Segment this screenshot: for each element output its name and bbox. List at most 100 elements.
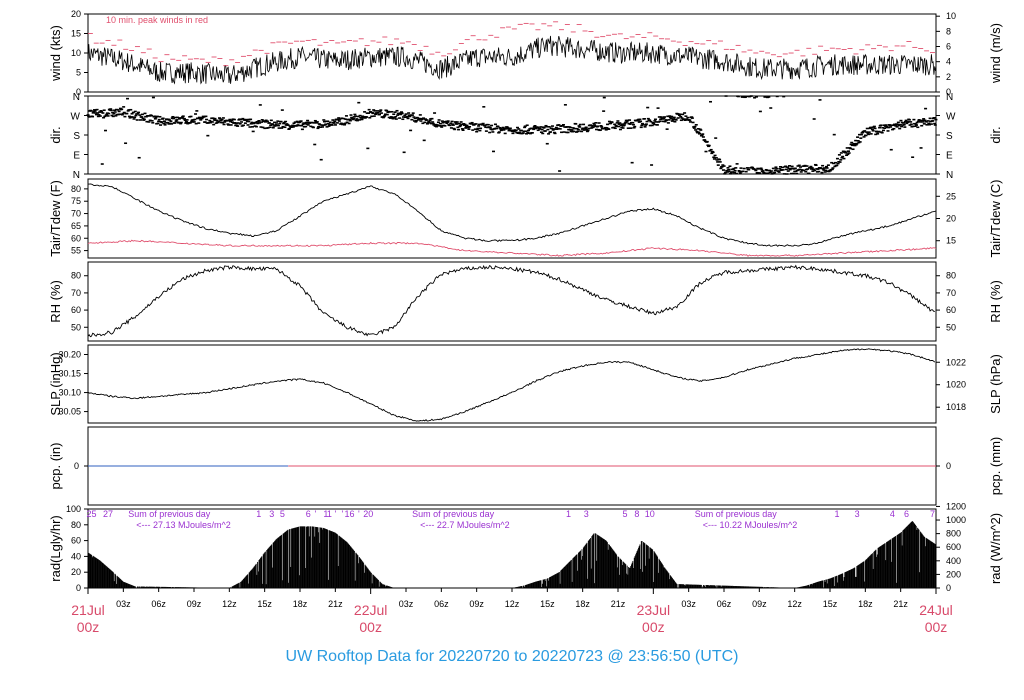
dir-left-tick-label: W bbox=[71, 112, 81, 123]
x-tick-label: 18z bbox=[293, 599, 308, 609]
rad-top-number: 3 bbox=[269, 509, 274, 519]
x-tick-label: 06z bbox=[717, 599, 732, 609]
temp-left-tick-label: 70 bbox=[71, 209, 81, 219]
temp-right-tick-label: 15 bbox=[946, 236, 956, 246]
rad-annotation-line1: Sum of previous day bbox=[412, 509, 495, 519]
rh-right-tick-label: 60 bbox=[946, 305, 956, 315]
rad-right-tick-label: 200 bbox=[946, 569, 961, 579]
rad-top-number: ' bbox=[314, 509, 316, 519]
rad-top-number: ' bbox=[334, 509, 336, 519]
rad-top-numbers: 25 27 1 3 5 6 ' 11 ' ' 16 ' 20 1 3 5 8 10 1 3 4 6 7 bbox=[87, 509, 935, 519]
day-label-time: 00z bbox=[77, 619, 100, 635]
rad-top-number: 10 bbox=[645, 509, 655, 519]
dir-left-tick-label: E bbox=[73, 151, 80, 162]
rad-right-tick-label: 1200 bbox=[946, 501, 966, 511]
rad-top-number: 6 bbox=[306, 509, 311, 519]
rad-series bbox=[87, 521, 936, 588]
slp-right-tick-label: 1020 bbox=[946, 380, 966, 390]
rad-top-number: 1 bbox=[566, 509, 571, 519]
rad-annotation-line1: Sum of previous day bbox=[128, 509, 211, 519]
slp-left-tick-label: 30.10 bbox=[58, 388, 81, 398]
wind-ylabel-right: wind (m/s) bbox=[988, 23, 1003, 84]
rh-line bbox=[87, 264, 935, 338]
rad-annotation-line2: <--- 10.22 MJoules/m^2 bbox=[703, 520, 798, 530]
x-tick-label: 12z bbox=[222, 599, 237, 609]
pcp-right-tick-label: 0 bbox=[946, 461, 951, 471]
rad-top-number: 1 bbox=[327, 509, 332, 519]
x-tick-label: 21z bbox=[328, 599, 343, 609]
wind-ylabel-left: wind (kts) bbox=[48, 25, 63, 82]
rad-left-tick-label: 60 bbox=[71, 536, 81, 546]
dir-series bbox=[86, 95, 938, 175]
dir-right-tick-label: W bbox=[946, 112, 956, 123]
day-label-time: 00z bbox=[925, 619, 948, 635]
day-label-date: 21Jul bbox=[71, 602, 104, 618]
rad-top-number: 7 bbox=[930, 509, 935, 519]
wind-left-tick-label: 10 bbox=[71, 48, 81, 58]
rh-panel-frame bbox=[87, 261, 937, 342]
slp-left-axis: 30.05 30.10 30.15 30.20 bbox=[58, 350, 88, 417]
wind-speed-line bbox=[87, 35, 936, 85]
x-tick-label: 18z bbox=[858, 599, 873, 609]
day-label-date: 22Jul bbox=[354, 602, 387, 618]
temp-panel-frame bbox=[87, 178, 937, 259]
x-tick-label: 18z bbox=[575, 599, 590, 609]
x-tick-label: 21z bbox=[611, 599, 626, 609]
rad-top-number: 1 bbox=[323, 509, 328, 519]
x-tick-label: 09z bbox=[187, 599, 202, 609]
x-tick-label: 03z bbox=[681, 599, 696, 609]
wind-right-tick-label: 0 bbox=[946, 87, 951, 97]
rad-top-number: 6 bbox=[904, 509, 909, 519]
dir-right-tick-label: E bbox=[946, 151, 953, 162]
temp-left-axis: 55 60 65 70 75 80 bbox=[71, 184, 88, 256]
air-temp-line bbox=[88, 183, 937, 247]
day-label-date: 24Jul bbox=[919, 602, 952, 618]
slp-left-tick-label: 30.05 bbox=[58, 407, 81, 417]
dir-left-tick-label: S bbox=[73, 131, 80, 142]
rad-left-tick-label: 20 bbox=[71, 567, 81, 577]
rh-right-tick-label: 80 bbox=[946, 271, 956, 281]
rh-right-axis: 50 60 70 80 bbox=[936, 271, 956, 332]
slp-right-axis: 1018 1020 1022 bbox=[936, 357, 966, 412]
rad-ylabel-left: rad(Lgly/hr) bbox=[48, 515, 63, 581]
dir-ylabel-right: dir. bbox=[988, 126, 1003, 143]
temp-ylabel-right: Tair/Tdew (C) bbox=[988, 179, 1003, 257]
rad-annotation-line2: <--- 27.13 MJoules/m^2 bbox=[136, 520, 231, 530]
x-tick-label: 09z bbox=[752, 599, 767, 609]
wind-left-tick-label: 0 bbox=[76, 87, 81, 97]
wind-right-tick-label: 8 bbox=[946, 26, 951, 36]
wind-right-tick-label: 2 bbox=[946, 72, 951, 82]
x-tick-label: 06z bbox=[151, 599, 166, 609]
rh-ylabel-left: RH (%) bbox=[48, 280, 63, 323]
dir-right-tick-label: N bbox=[946, 170, 953, 181]
rad-top-number: ' bbox=[358, 509, 360, 519]
slp-right-tick-label: 1018 bbox=[946, 402, 966, 412]
dir-right-tick-label: S bbox=[946, 131, 953, 142]
rad-top-number: 25 bbox=[87, 509, 97, 519]
temp-left-tick-label: 75 bbox=[71, 196, 81, 206]
x-tick-label: 15z bbox=[257, 599, 272, 609]
temp-ylabel-left: Tair/Tdew (F) bbox=[48, 180, 63, 257]
wind-left-axis: 0 5 10 15 20 bbox=[71, 9, 88, 97]
rad-left-tick-label: 100 bbox=[66, 504, 81, 514]
rh-right-tick-label: 50 bbox=[946, 322, 956, 332]
day-label-time: 00z bbox=[359, 619, 382, 635]
rad-top-number: 5 bbox=[623, 509, 628, 519]
rad-top-number: 20 bbox=[363, 509, 373, 519]
wind-annotation: 10 min. peak winds in red bbox=[106, 15, 208, 25]
rad-top-number: 1 bbox=[256, 509, 261, 519]
wind-left-tick-label: 15 bbox=[71, 29, 81, 39]
temp-left-tick-label: 65 bbox=[71, 221, 81, 231]
temp-right-axis: 15 20 25 bbox=[936, 191, 956, 246]
rad-top-number: 1 bbox=[835, 509, 840, 519]
rad-ylabel-right: rad (W/m^2) bbox=[988, 513, 1003, 584]
slp-ylabel-right: SLP (hPa) bbox=[988, 354, 1003, 414]
rad-top-number: 3 bbox=[584, 509, 589, 519]
rad-left-axis: 0 20 40 60 80 100 bbox=[66, 504, 88, 593]
x-tick-label: 03z bbox=[399, 599, 414, 609]
wind-left-tick-label: 20 bbox=[71, 9, 81, 19]
wind-right-axis: 0 2 4 6 8 10 bbox=[936, 11, 956, 97]
rh-left-tick-label: 80 bbox=[71, 271, 81, 281]
